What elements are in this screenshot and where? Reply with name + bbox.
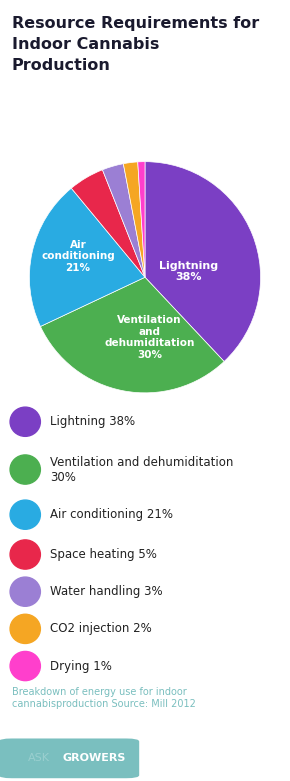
- Text: CO2 injection 2%: CO2 injection 2%: [50, 622, 152, 636]
- Text: Water handling 3%: Water handling 3%: [50, 585, 163, 598]
- Text: Resource Requirements for
Indoor Cannabis
Production: Resource Requirements for Indoor Cannabi…: [12, 16, 259, 73]
- Circle shape: [10, 540, 40, 569]
- Circle shape: [10, 500, 40, 530]
- Wedge shape: [102, 164, 145, 277]
- Circle shape: [10, 614, 40, 644]
- Text: Breakdown of energy use for indoor
cannabisproduction Source: Mill 2012: Breakdown of energy use for indoor canna…: [12, 687, 195, 709]
- Circle shape: [10, 455, 40, 484]
- Wedge shape: [71, 169, 145, 277]
- Text: Ventilation
and
dehumiditation
30%: Ventilation and dehumiditation 30%: [104, 315, 195, 360]
- Wedge shape: [29, 188, 145, 326]
- Circle shape: [10, 407, 40, 437]
- Wedge shape: [123, 162, 145, 277]
- Text: ASK: ASK: [28, 753, 50, 762]
- Circle shape: [10, 577, 40, 606]
- Text: GROWERS: GROWERS: [63, 753, 126, 762]
- Wedge shape: [138, 162, 145, 277]
- Text: Lightning 38%: Lightning 38%: [50, 415, 135, 428]
- FancyBboxPatch shape: [0, 739, 139, 778]
- Circle shape: [10, 651, 40, 680]
- Wedge shape: [145, 162, 261, 362]
- Text: Drying 1%: Drying 1%: [50, 659, 112, 672]
- Text: Air
conditioning
21%: Air conditioning 21%: [41, 240, 115, 273]
- Text: Air conditioning 21%: Air conditioning 21%: [50, 508, 173, 521]
- Text: Space heating 5%: Space heating 5%: [50, 548, 157, 561]
- Text: Lightning
38%: Lightning 38%: [160, 261, 218, 282]
- Wedge shape: [40, 277, 224, 393]
- Text: Ventilation and dehumiditation
30%: Ventilation and dehumiditation 30%: [50, 455, 233, 483]
